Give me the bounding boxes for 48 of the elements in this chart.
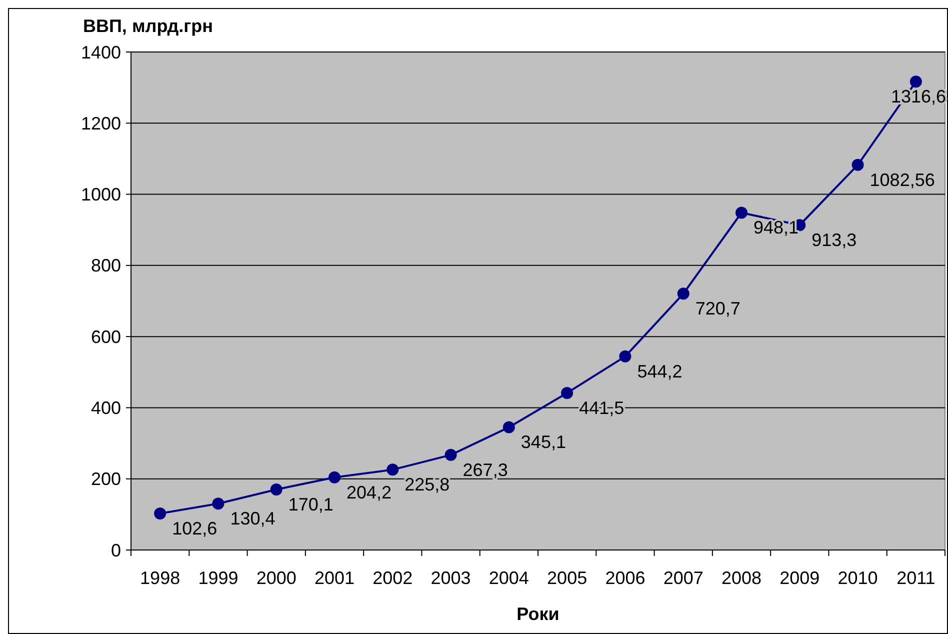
y-tick-label: 0 (110, 540, 121, 560)
point (619, 350, 632, 362)
point (154, 508, 166, 520)
x-tick-label: 2009 (780, 568, 820, 588)
y-tick-label: 600 (90, 326, 121, 347)
x-tick-label: 2004 (488, 568, 529, 588)
data-label: 170,1 (288, 494, 334, 514)
point (328, 471, 340, 484)
data-label: 720,7 (695, 298, 740, 319)
y-axis-title: ВВП, млрд.грн (83, 16, 214, 36)
point (852, 158, 864, 171)
data-label: 345,1 (520, 432, 566, 452)
point (444, 448, 457, 461)
point (910, 76, 922, 88)
x-tick-label: 2005 (547, 568, 588, 588)
data-label: 267,3 (462, 460, 508, 480)
point (386, 464, 399, 476)
x-tick-label: 2008 (721, 568, 762, 588)
point (212, 498, 224, 510)
point (736, 206, 748, 219)
y-tick-label: 800 (90, 256, 121, 276)
data-label: 544,2 (637, 361, 682, 382)
data-label: 102,6 (172, 518, 218, 539)
x-tick-label: 1998 (140, 568, 180, 588)
y-tick-label: 200 (90, 469, 121, 490)
y-tick-label: 1400 (80, 42, 121, 62)
x-tick-label: 2002 (372, 568, 413, 588)
x-axis-title: Роки (516, 604, 560, 624)
y-tick-label: 400 (90, 398, 121, 418)
x-tick-label: 2011 (896, 568, 936, 588)
y-tick-label: 1200 (80, 113, 121, 134)
x-tick-label: 2007 (663, 568, 704, 588)
data-label: 1082,56 (870, 170, 935, 190)
x-tick-label: 1999 (198, 568, 238, 588)
data-label: 913,3 (812, 230, 857, 250)
point (502, 421, 515, 434)
x-tick-label: 2001 (314, 568, 355, 588)
data-label: 130,4 (230, 508, 276, 529)
point (561, 386, 574, 399)
x-tick-label: 2000 (256, 568, 296, 588)
y-tick-label: 1000 (80, 184, 121, 205)
data-label: 948,1 (754, 218, 799, 238)
x-tick-label: 2010 (838, 568, 878, 588)
point (677, 288, 690, 300)
data-label: 204,2 (346, 482, 392, 502)
x-tick-label: 2006 (605, 568, 646, 588)
x-tick-label: 2003 (430, 568, 471, 588)
point (270, 483, 282, 496)
